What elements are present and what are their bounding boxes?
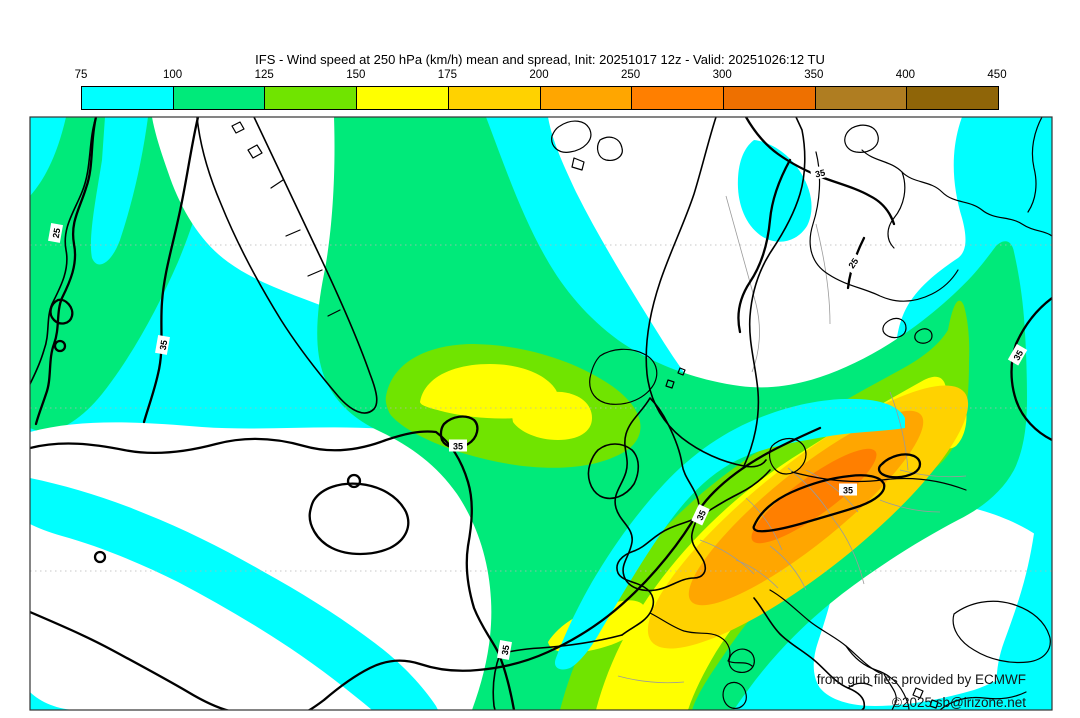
svg-text:25: 25 [51, 227, 63, 239]
colorbar-segment [82, 87, 174, 109]
colorbar-tick-label: 250 [621, 69, 641, 81]
colorbar-tick-label: 175 [437, 69, 457, 81]
colorbar-segment [357, 87, 449, 109]
contour-value-label: 25 [842, 251, 863, 274]
colorbar-segment [448, 87, 541, 109]
colorbar-tick-label: 75 [74, 69, 88, 81]
wind-speed-field-layer [30, 117, 1052, 710]
colorbar-tick-label: 450 [987, 69, 1007, 81]
svg-text:35: 35 [843, 486, 853, 496]
colorbar-tick-label: 400 [895, 69, 915, 81]
colorbar-segment [815, 87, 908, 109]
svg-text:35: 35 [814, 168, 826, 180]
contour-value-label: 35 [839, 483, 857, 496]
contour-value-label: 35 [449, 439, 467, 452]
colorbar-segment [723, 87, 816, 109]
svg-text:25: 25 [846, 256, 860, 270]
map-frame [29, 116, 1053, 711]
contour-value-label: 35 [691, 504, 710, 526]
contour-value-label: 35 [497, 640, 512, 660]
contour-value-label: 35 [809, 164, 830, 181]
svg-text:35: 35 [453, 442, 463, 452]
colorbar [81, 86, 999, 110]
colorbar-tick-label: 125 [254, 69, 274, 81]
svg-text:35: 35 [158, 339, 170, 351]
contour-value-label: 25 [48, 223, 63, 243]
colorbar-tick-label: 350 [804, 69, 824, 81]
contour-value-label: 35 [1007, 343, 1028, 366]
colorbar-tick-label: 200 [529, 69, 549, 81]
svg-text:35: 35 [500, 644, 512, 656]
attribution-line-2: ©2025 sb@irizone.net [892, 695, 1026, 710]
attribution-line-1: from grib files provided by ECMWF [817, 672, 1026, 687]
colorbar-segment [632, 87, 724, 109]
colorbar-tick-label: 150 [346, 69, 366, 81]
colorbar-tick-labels: 75 100 125 150 175 200 250 300 350 400 450 [75, 69, 1007, 83]
spread-contours-layer [30, 117, 1052, 710]
colorbar-tick-label: 100 [163, 69, 183, 81]
colorbar-segment [173, 87, 266, 109]
contour-value-label: 35 [155, 335, 170, 355]
colorbar-segment [540, 87, 633, 109]
graticule-lines [30, 244, 1052, 572]
svg-text:35: 35 [1012, 348, 1026, 362]
svg-text:35: 35 [695, 509, 708, 522]
attribution: from grib files provided by ECMWF ©2025 … [817, 672, 1027, 710]
contour-labels-layer: 25 35 35 25 35 35 35 35 35 [48, 164, 1028, 660]
colorbar-segment [907, 87, 999, 109]
colorbar-segment [265, 87, 358, 109]
chart-title: IFS - Wind speed at 250 hPa (km/h) mean … [255, 52, 825, 67]
colorbar-tick-label: 300 [712, 69, 732, 81]
